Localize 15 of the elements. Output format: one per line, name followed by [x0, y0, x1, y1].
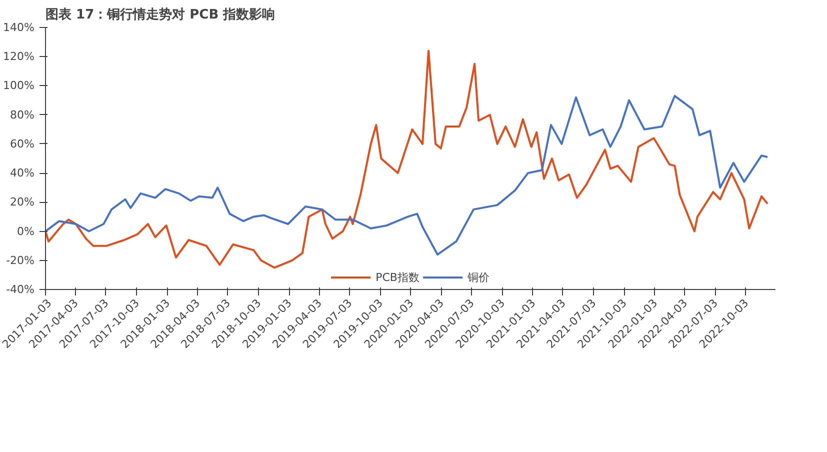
y-tick-label: 80%: [10, 108, 35, 122]
y-tick-label: 100%: [3, 79, 35, 92]
y-tick-label: 140%: [3, 21, 35, 34]
legend-label: PCB指数: [376, 270, 420, 284]
line-series: [46, 94, 768, 256]
y-tick-label: 40%: [10, 166, 35, 180]
chart-title: 图表 17：铜行情走势对 PCB 指数影响: [46, 6, 276, 22]
legend-label: 铜价: [467, 270, 490, 284]
y-tick-label: -20%: [6, 254, 35, 267]
y-tick-label: 60%: [10, 137, 35, 150]
y-tick-label: -40%: [6, 283, 35, 296]
y-tick-label: 0%: [17, 224, 34, 238]
y-tick-label: 20%: [10, 196, 35, 209]
y-tick-label: 120%: [3, 50, 35, 64]
line-series: [46, 50, 768, 269]
